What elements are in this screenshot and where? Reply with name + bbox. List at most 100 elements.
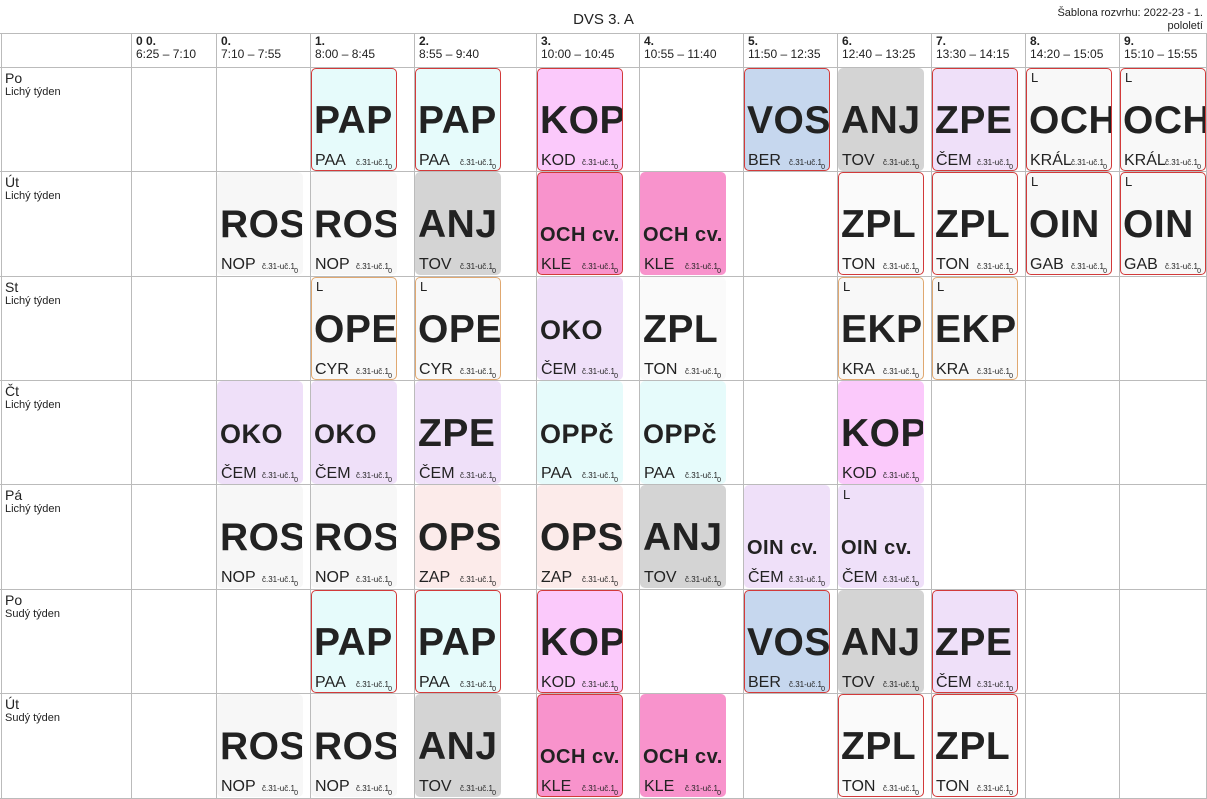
lesson-card[interactable]: L OIN GAB č.31-uč.1 0 xyxy=(1026,172,1112,275)
lesson-group: 0 xyxy=(614,477,618,484)
lesson-card[interactable]: VOS BER č.31-uč.1 0 xyxy=(744,68,830,171)
lesson-card[interactable]: KOP KOD č.31-uč.1 0 xyxy=(537,590,623,693)
lesson-card[interactable]: ZPL TON č.31-uč.1 0 xyxy=(932,172,1018,275)
period-time: 14:20 – 15:05 xyxy=(1030,47,1104,61)
column-header: 8. 14:20 – 15:05 xyxy=(1030,35,1103,61)
lesson-teacher: KRÁL xyxy=(1030,152,1072,169)
lesson-group: 0 xyxy=(388,686,392,693)
period-number: 3. xyxy=(541,34,552,48)
lesson-group: 0 xyxy=(294,477,298,484)
lesson-group: 0 xyxy=(821,164,825,171)
lesson-card[interactable]: OPPč PAA č.31-uč.1 0 xyxy=(537,381,623,484)
lesson-card[interactable]: OCH cv. KLE č.31-uč.1 0 xyxy=(537,694,623,797)
lesson-group: 0 xyxy=(1009,790,1013,797)
lesson-room: č.31-uč.1 xyxy=(460,158,493,167)
lesson-card[interactable]: L EKP KRA č.31-uč.1 0 xyxy=(932,277,1018,380)
lesson-card[interactable]: L OCH KRÁL č.31-uč.1 0 xyxy=(1120,68,1206,171)
lesson-group: 0 xyxy=(614,268,618,275)
period-time: 11:50 – 12:35 xyxy=(748,47,821,61)
lesson-subject: OPPč xyxy=(643,419,718,449)
lesson-card[interactable]: PAP PAA č.31-uč.1 0 xyxy=(311,68,397,171)
lesson-room: č.31-uč.1 xyxy=(685,575,718,584)
lesson-card[interactable]: ZPE ČEM č.31-uč.1 0 xyxy=(932,590,1018,693)
lesson-card[interactable]: ROS NOP č.31-uč.1 0 xyxy=(311,694,397,797)
lesson-room: č.31-uč.1 xyxy=(789,680,822,689)
lesson-card[interactable]: OPPč PAA č.31-uč.1 0 xyxy=(640,381,726,484)
lesson-card[interactable]: ROS NOP č.31-uč.1 0 xyxy=(311,485,397,588)
lesson-group: 0 xyxy=(821,581,825,588)
lesson-room: č.31-uč.1 xyxy=(582,367,615,376)
lesson-group: 0 xyxy=(388,268,392,275)
lesson-card[interactable]: OKO ČEM č.31-uč.1 0 xyxy=(537,277,623,380)
column-header: 6. 12:40 – 13:25 xyxy=(842,35,915,61)
lesson-card[interactable]: OPS ZAP č.31-uč.1 0 xyxy=(415,485,501,588)
lesson-card[interactable]: ANJ TOV č.31-uč.1 0 xyxy=(838,590,924,693)
lesson-card[interactable]: ZPL TON č.31-uč.1 0 xyxy=(932,694,1018,797)
lesson-card[interactable]: OKO ČEM č.31-uč.1 0 xyxy=(217,381,303,484)
lesson-card[interactable]: ANJ TOV č.31-uč.1 0 xyxy=(640,485,726,588)
column-header: 1. 8:00 – 8:45 xyxy=(315,35,375,61)
lesson-card[interactable]: L OPE CYR č.31-uč.1 0 xyxy=(311,277,397,380)
grid-col-line xyxy=(310,33,311,799)
lesson-subject: OKO xyxy=(314,419,378,449)
lesson-subject: ROS xyxy=(220,203,303,246)
lesson-card[interactable]: OCH cv. KLE č.31-uč.1 0 xyxy=(640,694,726,797)
lesson-card[interactable]: ROS NOP č.31-uč.1 0 xyxy=(217,485,303,588)
lesson-room: č.31-uč.1 xyxy=(883,367,916,376)
lesson-teacher: ČEM xyxy=(842,569,878,586)
lesson-card[interactable]: L OCH KRÁL č.31-uč.1 0 xyxy=(1026,68,1112,171)
lesson-card[interactable]: OCH cv. KLE č.31-uč.1 0 xyxy=(640,172,726,275)
lesson-card[interactable]: OPS ZAP č.31-uč.1 0 xyxy=(537,485,623,588)
lesson-card[interactable]: OKO ČEM č.31-uč.1 0 xyxy=(311,381,397,484)
lesson-card[interactable]: ROS NOP č.31-uč.1 0 xyxy=(217,694,303,797)
lesson-card[interactable]: PAP PAA č.31-uč.1 0 xyxy=(311,590,397,693)
lesson-card[interactable]: PAP PAA č.31-uč.1 0 xyxy=(415,68,501,171)
lesson-group: 0 xyxy=(492,268,496,275)
lesson-card[interactable]: L OIN cv. ČEM č.31-uč.1 0 xyxy=(838,485,924,588)
day-name: Čt xyxy=(5,383,19,399)
lesson-card[interactable]: PAP PAA č.31-uč.1 0 xyxy=(415,590,501,693)
lesson-card[interactable]: L EKP KRA č.31-uč.1 0 xyxy=(838,277,924,380)
lesson-room: č.31-uč.1 xyxy=(1165,158,1198,167)
lesson-group: 0 xyxy=(388,477,392,484)
lesson-card[interactable]: ROS NOP č.31-uč.1 0 xyxy=(311,172,397,275)
lesson-room: č.31-uč.1 xyxy=(685,262,718,271)
day-name: Pá xyxy=(5,487,23,503)
lesson-room: č.31-uč.1 xyxy=(356,262,389,271)
lesson-teacher: PAA xyxy=(315,674,346,691)
period-time: 10:55 – 11:40 xyxy=(644,47,717,61)
lesson-group: 0 xyxy=(717,581,721,588)
lesson-card[interactable]: KOP KOD č.31-uč.1 0 xyxy=(838,381,924,484)
day-label: Út Sudý týden xyxy=(5,696,60,724)
lesson-room: č.31-uč.1 xyxy=(460,680,493,689)
lesson-room: č.31-uč.1 xyxy=(883,471,916,480)
lesson-card[interactable]: ANJ TOV č.31-uč.1 0 xyxy=(838,68,924,171)
lesson-card[interactable]: OIN cv. ČEM č.31-uč.1 0 xyxy=(744,485,830,588)
lesson-teacher: TON xyxy=(842,256,876,273)
lesson-card[interactable]: ANJ TOV č.31-uč.1 0 xyxy=(415,694,501,797)
lesson-group: 0 xyxy=(492,477,496,484)
lesson-card[interactable]: L OIN GAB č.31-uč.1 0 xyxy=(1120,172,1206,275)
day-label: Čt Lichý týden xyxy=(5,383,61,411)
lesson-card[interactable]: ZPL TON č.31-uč.1 0 xyxy=(838,694,924,797)
period-number: 7. xyxy=(936,34,947,48)
day-name: St xyxy=(5,279,19,295)
lesson-card[interactable]: OCH cv. KLE č.31-uč.1 0 xyxy=(537,172,623,275)
lesson-subject: OCH cv. xyxy=(643,746,723,768)
lesson-subject: OPS xyxy=(540,516,623,559)
lesson-room: č.31-uč.1 xyxy=(1071,158,1104,167)
lesson-card[interactable]: ANJ TOV č.31-uč.1 0 xyxy=(415,172,501,275)
lesson-teacher: KLE xyxy=(541,778,572,795)
lesson-card[interactable]: KOP KOD č.31-uč.1 0 xyxy=(537,68,623,171)
lesson-card[interactable]: ZPE ČEM č.31-uč.1 0 xyxy=(415,381,501,484)
lesson-card[interactable]: L OPE CYR č.31-uč.1 0 xyxy=(415,277,501,380)
lesson-group: 0 xyxy=(821,686,825,693)
lesson-card[interactable]: ROS NOP č.31-uč.1 0 xyxy=(217,172,303,275)
lesson-card[interactable]: ZPL TON č.31-uč.1 0 xyxy=(640,277,726,380)
lesson-card[interactable]: ZPE ČEM č.31-uč.1 0 xyxy=(932,68,1018,171)
lesson-subject: EKP xyxy=(935,308,1017,351)
lesson-subject: ROS xyxy=(220,516,303,559)
lesson-room: č.31-uč.1 xyxy=(1071,262,1104,271)
lesson-card[interactable]: ZPL TON č.31-uč.1 0 xyxy=(838,172,924,275)
lesson-card[interactable]: VOS BER č.31-uč.1 0 xyxy=(744,590,830,693)
